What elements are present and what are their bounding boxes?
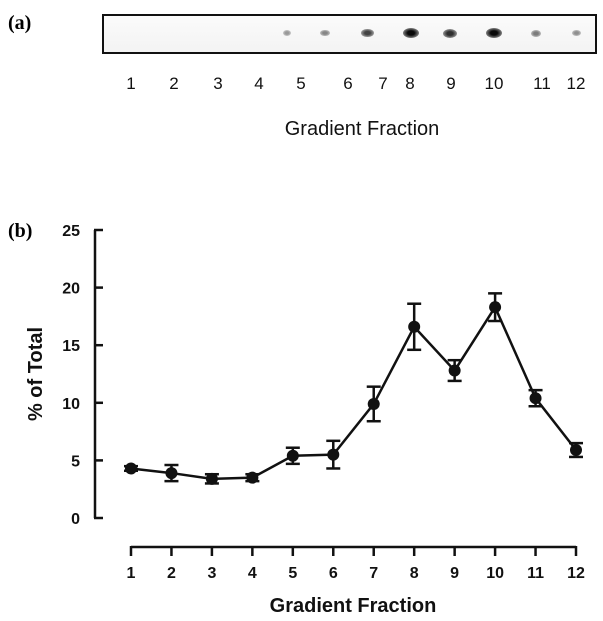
lane-label: 11	[533, 74, 551, 93]
data-point	[448, 364, 461, 377]
panel-a-label: (a)	[8, 12, 32, 34]
lane-label: 10	[484, 74, 504, 93]
panel-a-x-axis-label: Gradient Fraction	[284, 118, 440, 140]
blot-spot	[403, 28, 419, 38]
lane-label: 3	[213, 74, 223, 93]
blot-spot	[571, 29, 581, 37]
lane-label: 7	[378, 74, 388, 93]
x-tick-label: 10	[486, 565, 504, 582]
x-tick-label: 7	[369, 565, 378, 582]
blot-spot	[360, 28, 374, 38]
data-point	[205, 472, 218, 485]
data-point	[570, 444, 582, 457]
x-tick-label: 8	[410, 565, 419, 582]
data-point	[529, 392, 542, 405]
y-tick-label: 0	[71, 511, 80, 528]
data-point	[327, 448, 340, 461]
y-axis-label: % of Total	[25, 327, 47, 421]
series-line	[130, 304, 577, 481]
y-tick-label: 15	[62, 338, 80, 355]
x-tick-label: 9	[450, 565, 459, 582]
data-point	[286, 449, 299, 462]
blot-spot	[443, 28, 457, 38]
lane-label: 12	[566, 74, 586, 93]
data-point	[489, 301, 502, 314]
y-tick-label: 10	[62, 396, 80, 413]
y-tick-label: 5	[71, 453, 80, 470]
x-tick-label: 4	[248, 565, 257, 582]
lane-label: 5	[296, 74, 306, 93]
x-tick-label: 11	[527, 565, 544, 582]
data-point	[165, 467, 178, 480]
data-point	[125, 462, 137, 475]
lane-label: 4	[254, 74, 264, 93]
blot-spot	[531, 29, 541, 37]
blot-spot	[282, 29, 292, 37]
x-tick-label: 3	[207, 565, 216, 582]
x-tick-label: 6	[329, 565, 338, 582]
y-tick-label: 20	[62, 281, 80, 298]
lane-label: 9	[446, 74, 456, 93]
x-tick-label: 5	[288, 565, 297, 582]
data-point	[246, 471, 259, 484]
x-tick-label: 1	[127, 565, 136, 582]
x-axis-label: Gradient Fraction	[270, 595, 437, 617]
data-point	[408, 320, 421, 333]
x-tick-label: 12	[567, 565, 585, 582]
x-tick-label: 2	[167, 565, 176, 582]
dot-blot-strip	[102, 14, 597, 54]
lane-label: 1	[126, 74, 136, 93]
panel-b-label: (b)	[8, 220, 33, 242]
lane-label: 8	[405, 74, 415, 93]
blot-spot	[486, 28, 502, 38]
lane-label: 2	[169, 74, 179, 93]
blot-spot	[320, 29, 330, 37]
lane-label: 6	[343, 74, 353, 93]
y-tick-label: 25	[62, 223, 80, 240]
data-point	[367, 397, 380, 410]
